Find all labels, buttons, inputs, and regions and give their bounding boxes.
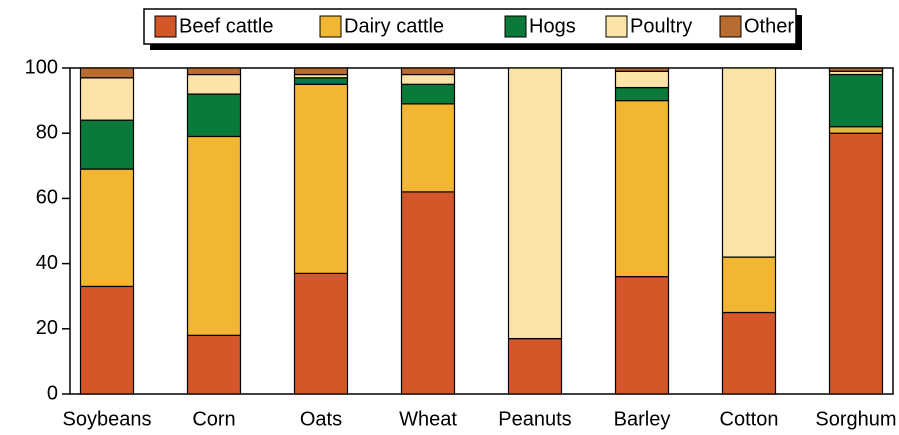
bar-segment — [79, 285, 135, 395]
bar-segment — [79, 77, 135, 121]
x-tick-label: Sorghum — [815, 408, 896, 430]
bar-segment — [828, 67, 884, 72]
legend-swatch — [605, 15, 628, 38]
plot-frame — [69, 67, 894, 395]
x-tick-label: Soybeans — [63, 408, 152, 430]
bar-segment — [507, 67, 563, 340]
bar-segment — [828, 132, 884, 395]
bar-segment — [400, 73, 456, 85]
bar-segment — [614, 70, 670, 89]
x-tick-label: Cotton — [720, 408, 779, 430]
bar-segment — [293, 272, 349, 395]
bar-segment — [400, 103, 456, 193]
y-tick-label: 20 — [36, 317, 58, 339]
bar-segment — [293, 83, 349, 274]
legend-swatch — [154, 15, 177, 38]
bar-segment — [186, 334, 242, 395]
bar-segment — [79, 119, 135, 170]
legend-label: Dairy cattle — [344, 15, 444, 37]
bar-segment — [507, 337, 563, 395]
legend-label: Beef cattle — [179, 15, 274, 37]
bar-segment — [828, 126, 884, 134]
bar-segment — [293, 77, 349, 85]
bar-segment — [614, 99, 670, 278]
x-tick-label: Wheat — [399, 408, 457, 430]
bar-segment — [721, 256, 777, 314]
legend-swatch — [719, 15, 742, 38]
x-tick-label: Peanuts — [498, 408, 571, 430]
bar-segment — [614, 276, 670, 395]
bar-segment — [79, 67, 135, 79]
x-tick-label: Oats — [300, 408, 342, 430]
bar-segment — [186, 93, 242, 138]
bar-segment — [293, 67, 349, 76]
bar-segment — [400, 67, 456, 76]
bar-segment — [186, 73, 242, 95]
y-tick-label: 0 — [47, 382, 58, 404]
legend-box — [143, 8, 797, 45]
legend-swatch — [504, 15, 527, 38]
bar-segment — [614, 86, 670, 102]
bar-segment — [721, 67, 777, 258]
x-tick-label: Barley — [614, 408, 671, 430]
legend-swatch — [319, 15, 342, 38]
bar-segment — [828, 73, 884, 128]
legend-label: Other — [744, 15, 794, 37]
y-tick-label: 40 — [36, 252, 58, 274]
bar-segment — [400, 191, 456, 395]
y-tick-label: 80 — [36, 121, 58, 143]
bar-segment — [614, 67, 670, 72]
y-tick-label: 100 — [25, 56, 58, 78]
bar-segment — [79, 168, 135, 288]
x-tick-label: Corn — [192, 408, 235, 430]
bar-segment — [186, 67, 242, 76]
bar-segment — [186, 135, 242, 336]
legend-label: Hogs — [529, 15, 576, 37]
y-tick-label: 60 — [36, 187, 58, 209]
bar-segment — [400, 83, 456, 105]
bar-segment — [721, 311, 777, 395]
legend-label: Poultry — [630, 15, 692, 37]
